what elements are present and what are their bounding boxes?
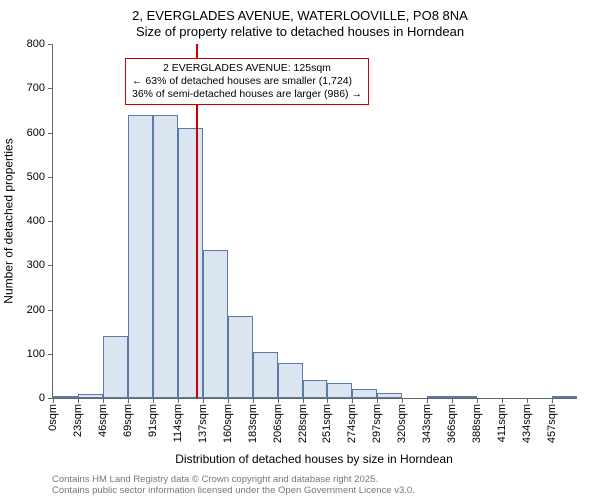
ytick-mark [48,354,53,355]
xtick-label: 69sqm [122,404,134,437]
histogram-bar [203,250,228,398]
xtick-label: 343sqm [421,404,433,443]
xtick-label: 366sqm [446,404,458,443]
ytick-label: 400 [27,215,45,227]
xtick-label: 0sqm [47,404,59,431]
histogram-bar [153,115,178,398]
xtick-label: 137sqm [197,404,209,443]
chart-container: 2, EVERGLADES AVENUE, WATERLOOVILLE, PO8… [0,0,600,500]
chart-title-line2: Size of property relative to detached ho… [0,24,600,39]
xtick-mark [427,398,428,403]
xtick-label: 411sqm [496,404,508,442]
xtick-label: 320sqm [396,404,408,443]
histogram-bar [303,380,328,398]
histogram-bar [327,383,352,398]
xtick-label: 114sqm [172,404,184,442]
x-axis-label: Distribution of detached houses by size … [52,452,576,466]
xtick-label: 160sqm [222,404,234,443]
xtick-mark [128,398,129,403]
ytick-mark [48,310,53,311]
xtick-mark [377,398,378,403]
histogram-bar [352,389,377,398]
ytick-label: 200 [27,304,45,316]
annotation-line2: ← 63% of detached houses are smaller (1,… [132,75,362,88]
xtick-label: 457sqm [546,404,558,443]
xtick-mark [228,398,229,403]
xtick-mark [402,398,403,403]
histogram-bar [78,394,103,398]
annotation-line1: 2 EVERGLADES AVENUE: 125sqm [132,62,362,75]
xtick-mark [103,398,104,403]
xtick-label: 274sqm [346,404,358,443]
ytick-label: 100 [27,348,45,360]
xtick-mark [502,398,503,403]
histogram-bar [377,393,402,398]
histogram-bar [178,128,203,398]
xtick-label: 434sqm [521,404,533,443]
chart-footer: Contains HM Land Registry data © Crown c… [52,474,415,497]
plot-area: 01002003004005006007008000sqm23sqm46sqm6… [52,44,577,399]
footer-line1: Contains HM Land Registry data © Crown c… [52,474,415,485]
xtick-label: 297sqm [371,404,383,443]
xtick-mark [552,398,553,403]
xtick-mark [203,398,204,403]
xtick-mark [477,398,478,403]
histogram-bar [452,396,477,398]
xtick-mark [303,398,304,403]
xtick-mark [153,398,154,403]
xtick-label: 388sqm [471,404,483,443]
ytick-label: 500 [27,171,45,183]
ytick-mark [48,177,53,178]
xtick-label: 46sqm [97,404,109,437]
xtick-mark [53,398,54,403]
xtick-mark [527,398,528,403]
y-axis-label: Number of detached properties [2,44,16,398]
xtick-label: 206sqm [272,404,284,443]
histogram-bar [128,115,153,398]
ytick-label: 800 [27,38,45,50]
xtick-mark [327,398,328,403]
histogram-bar [278,363,303,398]
ytick-label: 300 [27,259,45,271]
histogram-bar [53,396,78,398]
xtick-label: 228sqm [297,404,309,443]
xtick-mark [78,398,79,403]
ytick-mark [48,221,53,222]
histogram-bar [427,396,452,398]
ytick-mark [48,133,53,134]
xtick-label: 23sqm [72,404,84,437]
xtick-label: 251sqm [321,404,333,443]
histogram-bar [253,352,278,398]
chart-title-line1: 2, EVERGLADES AVENUE, WATERLOOVILLE, PO8… [0,8,600,23]
y-axis-label-text: Number of detached properties [2,138,16,303]
histogram-bar [228,316,253,398]
ytick-mark [48,44,53,45]
histogram-bar [103,336,128,398]
xtick-mark [278,398,279,403]
annotation-box: 2 EVERGLADES AVENUE: 125sqm← 63% of deta… [125,58,369,105]
annotation-line3: 36% of semi-detached houses are larger (… [132,88,362,101]
ytick-label: 0 [39,392,45,404]
histogram-bar [552,396,577,398]
xtick-label: 91sqm [147,404,159,437]
xtick-mark [352,398,353,403]
xtick-label: 183sqm [247,404,259,443]
xtick-mark [178,398,179,403]
ytick-mark [48,88,53,89]
ytick-label: 600 [27,127,45,139]
ytick-label: 700 [27,82,45,94]
xtick-mark [452,398,453,403]
ytick-mark [48,265,53,266]
footer-line2: Contains public sector information licen… [52,485,415,496]
xtick-mark [253,398,254,403]
